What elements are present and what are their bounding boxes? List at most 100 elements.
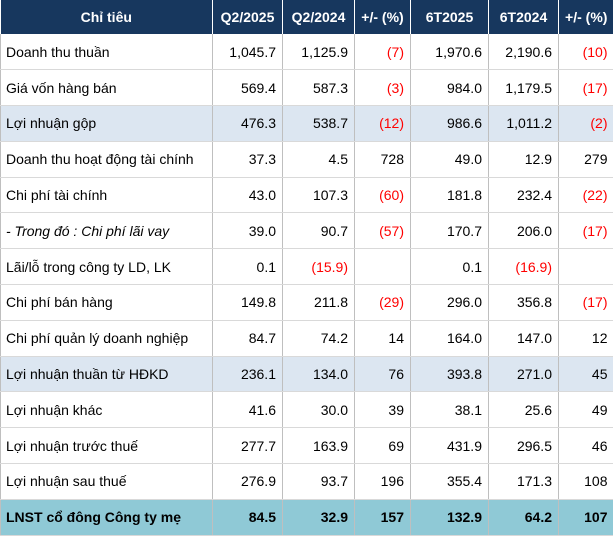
cell-half-year-change <box>558 248 613 286</box>
cell-q2-2025: 39.0 <box>212 212 283 250</box>
row-label: Lợi nhuận thuần từ HĐKD <box>0 356 213 393</box>
cell-q2-2025: 1,045.7 <box>212 34 283 71</box>
cell-6t2024: 232.4 <box>488 177 559 214</box>
cell-q2-2025: 0.1 <box>212 248 283 286</box>
cell-half-year-change: (17) <box>558 212 613 250</box>
cell-q2-2025: 84.5 <box>212 499 283 536</box>
row-label: Giá vốn hàng bán <box>0 69 213 107</box>
row-label: Lợi nhuận gộp <box>0 105 213 142</box>
cell-6t2024: 25.6 <box>488 391 559 429</box>
cell-half-year-change: (2) <box>558 105 613 142</box>
cell-6t2024: 12.9 <box>488 141 559 178</box>
cell-q2-2024: 211.8 <box>282 284 355 321</box>
cell-6t2025: 355.4 <box>410 463 489 500</box>
cell-q2-2025: 277.7 <box>212 427 283 465</box>
cell-6t2024: 356.8 <box>488 284 559 321</box>
cell-q2-2024: 74.2 <box>282 320 355 357</box>
cell-6t2024: 271.0 <box>488 356 559 393</box>
cell-half-year-change: 279 <box>558 141 613 178</box>
table-row: Lợi nhuận khác 41.6 30.0 39 38.1 25.6 49 <box>0 391 613 429</box>
cell-q2-2025: 43.0 <box>212 177 283 214</box>
cell-q2-2024: 30.0 <box>282 391 355 429</box>
row-label: Chi phí bán hàng <box>0 284 213 321</box>
cell-6t2024: 206.0 <box>488 212 559 250</box>
cell-6t2025: 1,970.6 <box>410 34 489 71</box>
cell-q2-2024: 538.7 <box>282 105 355 142</box>
cell-quarter-change: (57) <box>354 212 411 250</box>
cell-q2-2025: 276.9 <box>212 463 283 500</box>
cell-quarter-change: (3) <box>354 69 411 107</box>
cell-quarter-change: 39 <box>354 391 411 429</box>
cell-q2-2024: 134.0 <box>282 356 355 393</box>
cell-q2-2024: 107.3 <box>282 177 355 214</box>
cell-6t2025: 38.1 <box>410 391 489 429</box>
row-label: Chi phí quản lý doanh nghiệp <box>0 320 213 357</box>
header-row: Chỉ tiêu Q2/2025 Q2/2024 +/- (%) 6T2025 … <box>0 0 613 34</box>
header-6t2025: 6T2025 <box>410 0 489 34</box>
table-row: Doanh thu hoạt động tài chính 37.3 4.5 728 4… <box>0 141 613 178</box>
table-row: Lợi nhuận thuần từ HĐKD 236.1 134.0 76 393.8… <box>0 356 613 393</box>
cell-q2-2024: 587.3 <box>282 69 355 107</box>
table-row: LNST cổ đông Công ty mẹ 84.5 32.9 157 132.9 6… <box>0 499 613 536</box>
row-label: Lãi/lỗ trong công ty LD, LK <box>0 248 213 286</box>
cell-6t2025: 431.9 <box>410 427 489 465</box>
cell-half-year-change: (10) <box>558 34 613 71</box>
row-label: Chi phí tài chính <box>0 177 213 214</box>
cell-q2-2024: 4.5 <box>282 141 355 178</box>
cell-6t2024: (16.9) <box>488 248 559 286</box>
row-label: Lợi nhuận khác <box>0 391 213 429</box>
cell-quarter-change: 76 <box>354 356 411 393</box>
table-row: Lợi nhuận sau thuế 276.9 93.7 196 355.4 171.3… <box>0 463 613 500</box>
cell-half-year-change: (17) <box>558 69 613 107</box>
cell-half-year-change: 12 <box>558 320 613 357</box>
cell-6t2025: 0.1 <box>410 248 489 286</box>
table-row: Doanh thu thuần 1,045.7 1,125.9 (7) 1,970.6 2… <box>0 34 613 71</box>
cell-quarter-change: (7) <box>354 34 411 71</box>
cell-half-year-change: 49 <box>558 391 613 429</box>
row-label: LNST cổ đông Công ty mẹ <box>0 499 213 536</box>
header-quarter-change: +/- (%) <box>354 0 411 34</box>
cell-quarter-change: 196 <box>354 463 411 500</box>
cell-q2-2025: 476.3 <box>212 105 283 142</box>
table-row: Lãi/lỗ trong công ty LD, LK 0.1 (15.9) 0.1(… <box>0 248 613 286</box>
table-row: Chi phí bán hàng 149.8 211.8 (29) 296.0 356.8… <box>0 284 613 321</box>
row-label: Lợi nhuận sau thuế <box>0 463 213 500</box>
cell-q2-2024: 90.7 <box>282 212 355 250</box>
cell-q2-2024: 163.9 <box>282 427 355 465</box>
cell-half-year-change: 45 <box>558 356 613 393</box>
header-half-year-change: +/- (%) <box>558 0 613 34</box>
cell-quarter-change: 69 <box>354 427 411 465</box>
cell-quarter-change: 14 <box>354 320 411 357</box>
cell-q2-2025: 236.1 <box>212 356 283 393</box>
cell-6t2024: 1,179.5 <box>488 69 559 107</box>
cell-6t2025: 164.0 <box>410 320 489 357</box>
cell-half-year-change: 108 <box>558 463 613 500</box>
cell-6t2024: 64.2 <box>488 499 559 536</box>
row-label: Lợi nhuận trước thuế <box>0 427 213 465</box>
cell-q2-2025: 569.4 <box>212 69 283 107</box>
cell-half-year-change: (17) <box>558 284 613 321</box>
cell-quarter-change <box>354 248 411 286</box>
cell-quarter-change: (12) <box>354 105 411 142</box>
cell-6t2025: 986.6 <box>410 105 489 142</box>
cell-6t2025: 393.8 <box>410 356 489 393</box>
table-row: Chi phí tài chính 43.0 107.3 (60) 181.8 232.4… <box>0 177 613 214</box>
cell-6t2024: 171.3 <box>488 463 559 500</box>
cell-6t2025: 132.9 <box>410 499 489 536</box>
cell-q2-2024: (15.9) <box>282 248 355 286</box>
cell-quarter-change: 728 <box>354 141 411 178</box>
table-body: Doanh thu thuần 1,045.7 1,125.9 (7) 1,970.6 2… <box>0 34 613 536</box>
cell-half-year-change: (22) <box>558 177 613 214</box>
cell-q2-2025: 41.6 <box>212 391 283 429</box>
cell-6t2025: 296.0 <box>410 284 489 321</box>
cell-q2-2024: 93.7 <box>282 463 355 500</box>
cell-q2-2024: 32.9 <box>282 499 355 536</box>
table-row: Chi phí quản lý doanh nghiệp 84.7 74.2 14 16… <box>0 320 613 357</box>
header-q2-2025: Q2/2025 <box>212 0 283 34</box>
header-6t2024: 6T2024 <box>488 0 559 34</box>
cell-q2-2025: 84.7 <box>212 320 283 357</box>
cell-6t2024: 296.5 <box>488 427 559 465</box>
header-q2-2024: Q2/2024 <box>282 0 355 34</box>
cell-quarter-change: (29) <box>354 284 411 321</box>
